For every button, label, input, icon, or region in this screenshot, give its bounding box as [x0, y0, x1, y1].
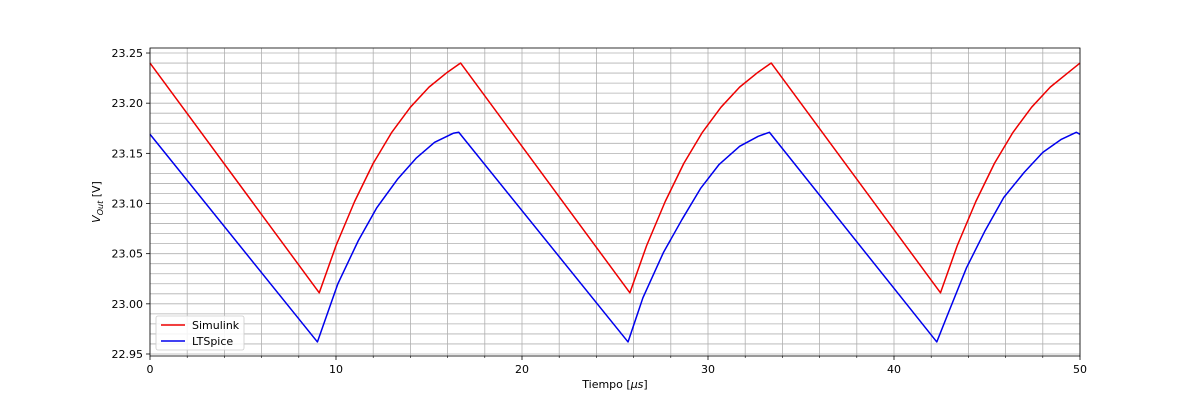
legend-label: LTSpice	[192, 335, 233, 348]
legend-label: Simulink	[192, 319, 240, 332]
x-tick-label: 10	[329, 363, 343, 376]
legend: Simulink LTSpice	[155, 315, 245, 351]
series-line-ltspice	[149, 131, 1081, 343]
x-tick-label: 40	[887, 363, 901, 376]
y-tick-label: 23.10	[112, 198, 144, 211]
x-axis-label: Tiempo [μs]	[581, 378, 647, 391]
grid	[149, 48, 1081, 356]
y-axis-label: VOut [V]	[90, 181, 105, 223]
y-tick-label: 22.95	[112, 348, 144, 361]
x-tick-label: 50	[1073, 363, 1087, 376]
plot-frame	[149, 47, 1081, 357]
axis-ticks: 0 10 20 30 40 50 22.95 23.00 23.05 23.10 23.15 23.2…	[112, 47, 1088, 376]
series-layer	[149, 62, 1081, 343]
y-tick-label: 23.05	[112, 248, 144, 261]
x-tick-label: 0	[147, 363, 154, 376]
series-line-simulink	[149, 62, 1081, 294]
y-tick-label: 23.00	[112, 298, 144, 311]
x-tick-label: 30	[701, 363, 715, 376]
y-tick-label: 23.25	[112, 47, 144, 60]
y-tick-label: 23.20	[112, 97, 144, 110]
x-tick-label: 20	[515, 363, 529, 376]
y-tick-label: 23.15	[112, 147, 144, 160]
